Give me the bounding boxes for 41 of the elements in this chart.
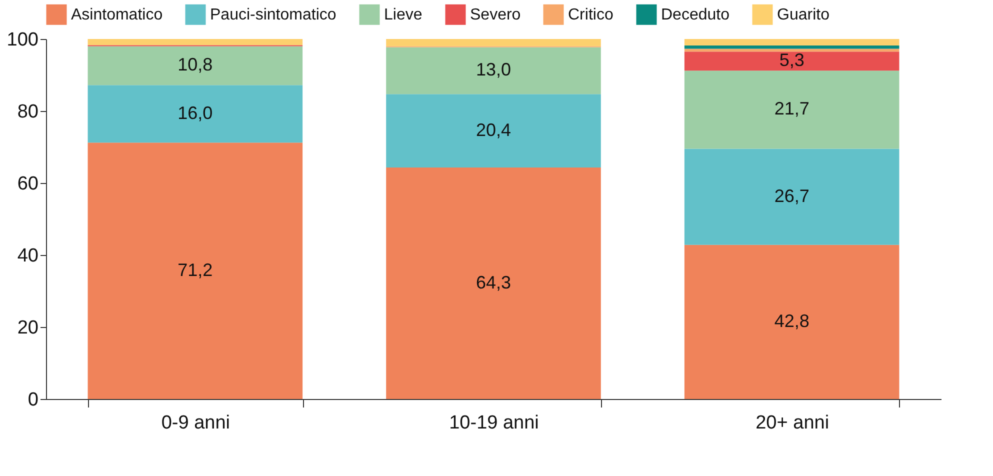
legend-label: Guarito	[777, 6, 830, 24]
data-label: 42,8	[774, 310, 810, 331]
bar	[386, 94, 601, 168]
y-tick-label: 20	[17, 318, 38, 338]
legend-label: Asintomatico	[71, 6, 163, 24]
legend-label: Severo	[470, 6, 521, 24]
bar	[88, 39, 303, 46]
bar	[684, 148, 900, 245]
bar	[684, 52, 900, 71]
data-label: 16,0	[178, 102, 213, 123]
legend-label: Pauci-sintomatico	[210, 6, 336, 24]
legend-label: Critico	[568, 6, 614, 24]
y-tick-label: 60	[17, 174, 38, 194]
x-tick-label: 0-9 anni	[161, 412, 230, 434]
bar	[386, 47, 601, 94]
bar	[88, 46, 303, 86]
y-tick-label: 80	[17, 102, 38, 122]
bar	[386, 168, 601, 399]
legend-label: Lieve	[384, 6, 422, 24]
bar	[88, 85, 303, 143]
data-label: 10,8	[178, 54, 213, 75]
bar	[684, 70, 900, 149]
x-tick-label: 10-19 anni	[449, 412, 539, 434]
bar	[684, 39, 900, 46]
bar	[684, 244, 900, 399]
y-tick-label: 0	[28, 390, 38, 410]
data-label: 71,2	[178, 260, 213, 280]
data-label: 5,3	[779, 50, 804, 70]
data-label: 13,0	[476, 60, 512, 80]
y-tick-label: 100	[6, 30, 38, 50]
bar	[684, 48, 900, 52]
data-label: 21,7	[774, 98, 810, 119]
data-label: 20,4	[476, 120, 512, 140]
bar	[88, 142, 303, 399]
y-tick-label: 40	[17, 246, 38, 266]
legend-label: Deceduto	[661, 6, 730, 24]
data-label: 26,7	[774, 186, 810, 206]
bar	[684, 45, 900, 49]
data-label: 64,3	[476, 272, 512, 292]
bar	[386, 39, 601, 46]
x-tick-label: 20+ anni	[756, 412, 830, 434]
